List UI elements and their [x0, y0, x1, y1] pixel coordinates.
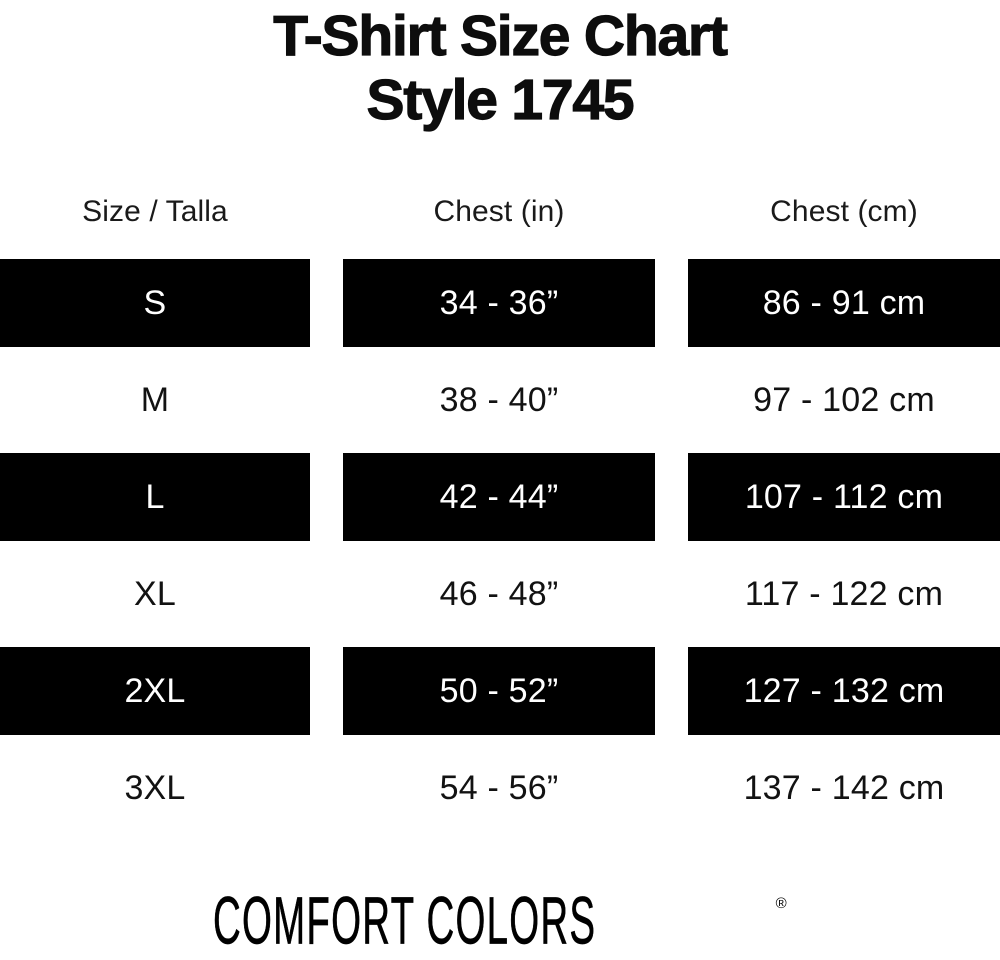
- table-header-row: Size / Talla Chest (in) Chest (cm): [0, 184, 1000, 240]
- cell-chest-cm: 86 - 91 cm: [688, 259, 1000, 347]
- brand-footer: COMFORT COLORS ®: [0, 884, 1000, 960]
- page-title: T-Shirt Size Chart Style 1745: [0, 3, 1000, 132]
- table-row: M 38 - 40” 97 - 102 cm: [0, 356, 1000, 444]
- cell-chest-cm: 127 - 132 cm: [688, 647, 1000, 735]
- cell-size: 3XL: [124, 769, 186, 807]
- cell-size: 2XL: [0, 647, 310, 735]
- cell-size: M: [140, 381, 170, 419]
- table-row: L 42 - 44” 107 - 112 cm: [0, 453, 1000, 541]
- comfort-colors-logo: COMFORT COLORS ®: [213, 884, 787, 959]
- table-row: 3XL 54 - 56” 137 - 142 cm: [0, 744, 1000, 832]
- column-header-size: Size / Talla: [82, 195, 228, 228]
- cell-chest-in: 42 - 44”: [343, 453, 655, 541]
- cell-chest-in: 38 - 40”: [439, 381, 559, 419]
- brand-name: COMFORT COLORS: [213, 884, 597, 959]
- cell-chest-in: 50 - 52”: [343, 647, 655, 735]
- cell-chest-cm: 97 - 102 cm: [753, 381, 935, 419]
- cell-size: L: [0, 453, 310, 541]
- cell-chest-in: 34 - 36”: [343, 259, 655, 347]
- column-header-chest-cm: Chest (cm): [770, 195, 918, 228]
- table-row: S 34 - 36” 86 - 91 cm: [0, 259, 1000, 347]
- title-line-2: Style 1745: [366, 67, 635, 132]
- table-row: 2XL 50 - 52” 127 - 132 cm: [0, 647, 1000, 735]
- table-row: XL 46 - 48” 117 - 122 cm: [0, 550, 1000, 638]
- column-header-chest-in: Chest (in): [433, 195, 565, 228]
- title-line-1: T-Shirt Size Chart: [273, 3, 729, 68]
- cell-size: S: [0, 259, 310, 347]
- cell-size: XL: [134, 575, 176, 613]
- cell-chest-cm: 137 - 142 cm: [743, 769, 945, 807]
- registered-trademark-icon: ®: [775, 895, 787, 912]
- size-table: Size / Talla Chest (in) Chest (cm) S 34 …: [0, 184, 1000, 841]
- cell-chest-in: 46 - 48”: [439, 575, 559, 613]
- cell-chest-cm: 117 - 122 cm: [744, 575, 944, 613]
- cell-chest-cm: 107 - 112 cm: [688, 453, 1000, 541]
- cell-chest-in: 54 - 56”: [439, 769, 559, 807]
